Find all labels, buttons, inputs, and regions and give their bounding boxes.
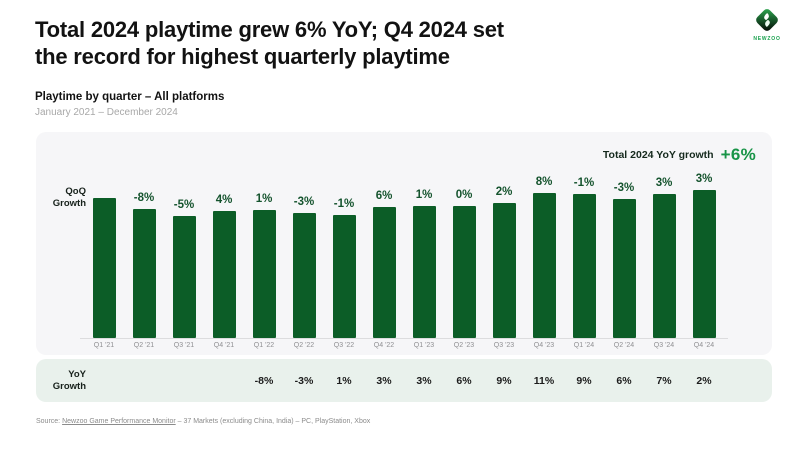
qoq-growth-value: -3% [293,196,315,208]
x-axis-tick-label: Q1 '23 [413,342,435,349]
bar [332,215,356,338]
x-axis-tick-label: Q1 '21 [93,342,115,349]
x-axis-tick-label: Q2 '21 [133,342,155,349]
yoy-growth-value: 9% [496,374,512,387]
source-note: Source: Newzoo Game Performance Monitor … [36,418,370,425]
yoy-growth-value: 3% [376,374,392,387]
x-axis-tick-label: Q4 '23 [533,342,555,349]
qoq-growth-value: -8% [133,192,155,204]
bar-column: 3% [644,177,684,338]
yoy-growth-band: YoY Growth -8% -3% 1% 3% 3% 6% 9% 11% 9% 6% 7% 2% [36,359,772,402]
x-axis-tick-label: Q1 '24 [573,342,595,349]
bar [612,199,636,338]
bar-column: -5% [164,199,204,338]
bar-column: 6% [364,190,404,338]
bar [252,210,276,338]
x-axis-tick-label: Q2 '23 [453,342,475,349]
yoy-growth-value: 11% [533,374,555,387]
qoq-growth-value: -3% [613,182,635,194]
total-yoy-growth-label: Total 2024 YoY growth [602,149,714,161]
yoy-values-row: -8% -3% 1% 3% 3% 6% 9% 11% 9% 6% 7% 2% [84,359,724,402]
bar [412,206,436,338]
chart-panel: Total 2024 YoY growth +6% QoQ Growth -8% -… [36,132,772,355]
bar-column: 1% [404,189,444,338]
x-axis-ticks: Q1 '21 Q2 '21 Q3 '21 Q4 '21 Q1 '22 Q2 '22 Q3 '… [84,342,724,349]
bar-column: 8% [524,176,564,338]
bar [212,211,236,338]
qoq-growth-value: 8% [535,176,553,188]
bar [452,206,476,338]
qoq-growth-value: -1% [333,198,355,210]
qoq-growth-value: 0% [455,189,473,201]
qoq-growth-value: 1% [255,193,273,205]
x-axis-tick-label: Q4 '22 [373,342,395,349]
newzoo-logo: NEWZOO [748,5,786,42]
page-title-line2: the record for highest quarterly playtim… [35,44,450,69]
x-axis-tick-label: Q3 '24 [653,342,675,349]
date-range: January 2021 – December 2024 [35,107,178,118]
bar-column: 2% [484,186,524,338]
x-axis-tick-label: Q4 '21 [213,342,235,349]
bar [692,190,716,338]
x-axis-tick-label: Q3 '23 [493,342,515,349]
bar-column: 3% [684,173,724,338]
yoy-growth-value: -8% [254,374,274,387]
yoy-growth-value: 3% [416,374,432,387]
bar-column: -8% [124,192,164,338]
qoq-growth-value: 1% [415,189,433,201]
x-axis-tick-label: Q2 '24 [613,342,635,349]
source-prefix: Source: [36,418,63,425]
bar-column: -1% [324,198,364,338]
bar [652,194,676,338]
bar [532,193,556,338]
yoy-growth-value: 9% [576,374,592,387]
bar-column: 4% [204,194,244,338]
chart-subtitle: Playtime by quarter – All platforms [35,91,225,103]
bar-column: -3% [604,182,644,338]
yoy-growth-value: -3% [294,374,314,387]
yoy-growth-value: 6% [456,374,472,387]
yoy-growth-value: 2% [696,374,712,387]
bars-row: -8% -5% 4% 1% -3% -1% 6% 1% 0% 2% 8% -1% -3% 3% 3% [84,132,724,338]
bar [132,209,156,338]
x-axis-tick-label: Q4 '24 [693,342,715,349]
bar [92,198,116,338]
x-axis-tick-label: Q1 '22 [253,342,275,349]
bar [492,203,516,338]
bar [292,213,316,338]
yoy-growth-axis-label: YoY Growth [52,369,86,392]
qoq-growth-value: 2% [495,186,513,198]
x-axis-tick-label: Q2 '22 [293,342,315,349]
qoq-growth-axis-label: QoQ Growth [52,186,86,209]
bar [172,216,196,338]
yoy-growth-value: 7% [656,374,672,387]
page-title: Total 2024 playtime grew 6% YoY; Q4 2024… [35,16,504,70]
x-axis-tick-label: Q3 '22 [333,342,355,349]
yoy-growth-value: 6% [616,374,632,387]
yoy-growth-value: 1% [336,374,352,387]
source-link[interactable]: Newzoo Game Performance Monitor [62,418,176,425]
bar [572,194,596,338]
qoq-growth-value: -5% [173,199,195,211]
total-yoy-growth: Total 2024 YoY growth +6% [603,145,756,165]
qoq-growth-value: -1% [573,177,595,189]
qoq-growth-value: 4% [215,194,233,206]
page-title-line1: Total 2024 playtime grew 6% YoY; Q4 2024… [35,17,504,42]
bar-column [84,181,124,338]
x-axis-tick-label: Q3 '21 [173,342,195,349]
newzoo-diamond-icon [748,5,786,35]
bar-column: -1% [564,177,604,338]
qoq-growth-value: 6% [375,190,393,202]
bar-column: -3% [284,196,324,338]
bar-column: 0% [444,189,484,338]
newzoo-wordmark: NEWZOO [753,36,781,42]
bar-column: 1% [244,193,284,338]
total-yoy-growth-value: +6% [720,145,756,164]
qoq-growth-value: 3% [695,173,713,185]
source-suffix: – 37 Markets (excluding China, India) – … [175,418,371,425]
x-axis-line [80,338,728,339]
qoq-growth-value: 3% [655,177,673,189]
bar [372,207,396,338]
